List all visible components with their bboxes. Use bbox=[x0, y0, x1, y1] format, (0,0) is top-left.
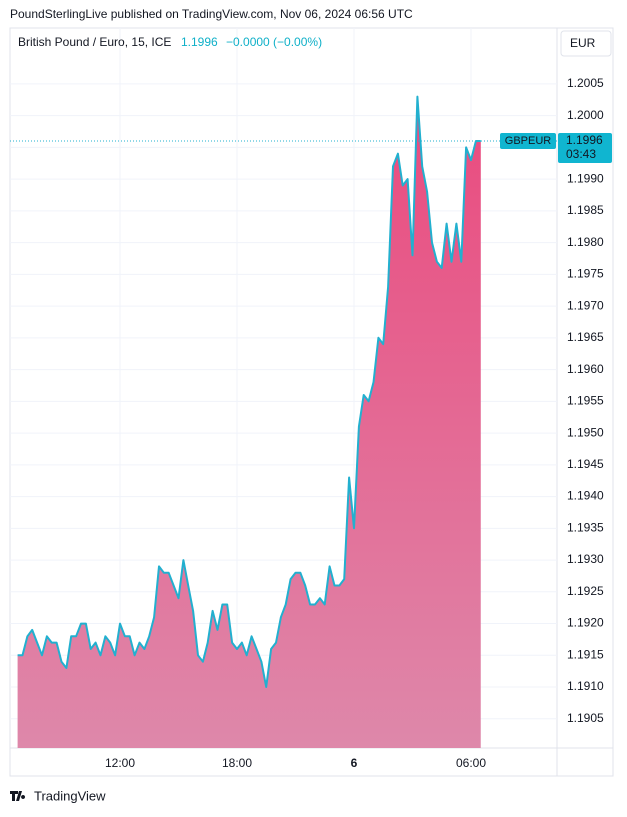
x-tick-label: 18:00 bbox=[222, 756, 252, 770]
y-tick-label: 1.1905 bbox=[567, 711, 604, 725]
currency-button[interactable] bbox=[560, 30, 612, 57]
header-change: −0.0000 (−0.00%) bbox=[226, 35, 322, 49]
y-tick-label: 1.1910 bbox=[567, 679, 604, 693]
x-tick-label: 6 bbox=[351, 756, 358, 770]
price-line bbox=[17, 95, 481, 688]
y-tick-label: 1.1985 bbox=[567, 203, 604, 217]
symbol-tag-label: GBPEUR bbox=[505, 135, 552, 147]
y-tick-label: 1.1970 bbox=[567, 298, 604, 312]
price-tag-value: 1.1996 bbox=[566, 133, 603, 147]
y-tick-label: 1.1935 bbox=[567, 520, 604, 534]
y-tick-label: 1.1925 bbox=[567, 584, 604, 598]
x-tick-label: 12:00 bbox=[105, 756, 135, 770]
y-tick-label: 1.1965 bbox=[567, 330, 604, 344]
y-tick-label: 1.1950 bbox=[567, 425, 604, 439]
y-tick-label: 1.1990 bbox=[567, 171, 604, 185]
y-tick-label: 1.1940 bbox=[567, 489, 604, 503]
header-price: 1.1996 bbox=[181, 35, 218, 49]
footer-logo bbox=[10, 791, 26, 801]
price-tag bbox=[558, 133, 612, 164]
area-fill bbox=[17, 96, 481, 749]
price-tag-countdown: 03:43 bbox=[566, 147, 596, 161]
frame bbox=[9, 27, 614, 777]
y-tick-label: 1.2000 bbox=[567, 108, 604, 122]
y-tick-label: 1.1930 bbox=[567, 552, 604, 566]
y-tick-label: 1.1980 bbox=[567, 235, 604, 249]
y-tick-label: 1.1975 bbox=[567, 267, 604, 281]
symbol-tag bbox=[500, 133, 556, 150]
y-tick-label: 1.1915 bbox=[567, 647, 604, 661]
y-tick-label: 1.1960 bbox=[567, 362, 604, 376]
symbol-title: British Pound / Euro, 15, ICE bbox=[18, 35, 171, 49]
y-tick-label: 1.1945 bbox=[567, 457, 604, 471]
y-tick-label: 1.2005 bbox=[567, 76, 604, 90]
footer-brand: TradingView bbox=[34, 788, 106, 803]
x-tick-label: 06:00 bbox=[456, 756, 486, 770]
published-line: PoundSterlingLive published on TradingVi… bbox=[10, 7, 413, 21]
y-tick-label: 1.1920 bbox=[567, 616, 604, 630]
y-tick-label: 1.1955 bbox=[567, 394, 604, 408]
currency-label[interactable]: EUR bbox=[570, 36, 596, 50]
